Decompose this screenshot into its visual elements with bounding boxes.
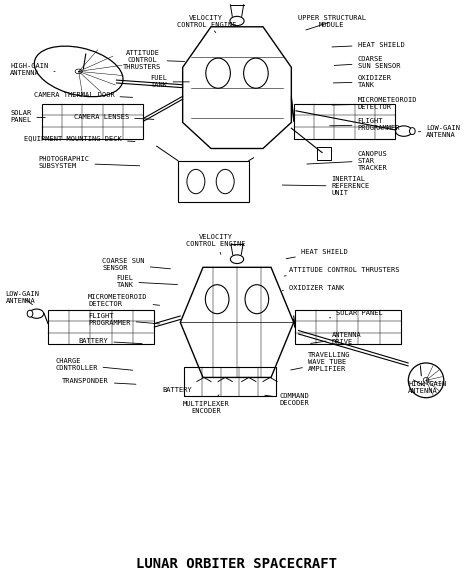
Text: OXIDIZER
TANK: OXIDIZER TANK: [333, 76, 392, 88]
Text: VELOCITY
CONTROL ENGINE: VELOCITY CONTROL ENGINE: [186, 234, 246, 254]
Text: COARSE
SUN SENSOR: COARSE SUN SENSOR: [334, 56, 400, 69]
Text: MULTIPLEXER
ENCODER: MULTIPLEXER ENCODER: [183, 395, 230, 414]
Text: ATTITUDE
CONTROL
THRUSTERS: ATTITUDE CONTROL THRUSTERS: [123, 50, 184, 70]
Text: SOLAR
PANEL: SOLAR PANEL: [10, 110, 45, 123]
Text: LUNAR ORBITER SPACECRAFT: LUNAR ORBITER SPACECRAFT: [137, 557, 337, 571]
Text: CANOPUS
STAR
TRACKER: CANOPUS STAR TRACKER: [307, 150, 387, 171]
Text: VELOCITY
CONTROL ENGINE: VELOCITY CONTROL ENGINE: [176, 15, 236, 33]
Text: LOW-GAIN
ANTENNA: LOW-GAIN ANTENNA: [419, 125, 460, 138]
Text: SOLAR PANEL: SOLAR PANEL: [329, 310, 383, 318]
Text: TRAVELLING
WAVE TUBE
AMPLIFIER: TRAVELLING WAVE TUBE AMPLIFIER: [291, 352, 350, 372]
Text: FLIGHT
PROGRAMMER: FLIGHT PROGRAMMER: [329, 118, 400, 131]
Text: BATTERY: BATTERY: [162, 387, 192, 396]
Text: ATTITUDE CONTROL THRUSTERS: ATTITUDE CONTROL THRUSTERS: [284, 267, 400, 276]
Text: CAMERA THERMAL DOOR: CAMERA THERMAL DOOR: [34, 92, 133, 98]
Text: ANTENNA
DRIVE: ANTENNA DRIVE: [310, 332, 361, 345]
Text: HEAT SHIELD: HEAT SHIELD: [286, 249, 347, 259]
Text: FLIGHT
PROGRAMMER: FLIGHT PROGRAMMER: [88, 313, 160, 326]
Text: BATTERY: BATTERY: [79, 338, 142, 344]
Text: INERTIAL
REFERENCE
UNIT: INERTIAL REFERENCE UNIT: [283, 176, 370, 196]
Ellipse shape: [27, 310, 33, 317]
Ellipse shape: [75, 69, 82, 74]
Text: HIGH-GAIN
ANTENNA: HIGH-GAIN ANTENNA: [10, 63, 55, 76]
Text: LOW-GAIN
ANTENNA: LOW-GAIN ANTENNA: [5, 291, 39, 304]
Text: HIGH-GAIN
ANTENNA: HIGH-GAIN ANTENNA: [408, 380, 447, 394]
Text: EQUIPMENT MOUNTING DECK: EQUIPMENT MOUNTING DECK: [24, 135, 135, 142]
Text: CHARGE
CONTROLLER: CHARGE CONTROLLER: [55, 358, 133, 371]
Text: OXIDIZER TANK: OXIDIZER TANK: [283, 285, 344, 291]
Ellipse shape: [423, 378, 429, 383]
Text: COARSE SUN
SENSOR: COARSE SUN SENSOR: [102, 258, 171, 271]
Text: TRANSPONDER: TRANSPONDER: [62, 378, 136, 385]
Text: CAMERA LENSES: CAMERA LENSES: [74, 114, 154, 120]
Text: COMMAND
DECODER: COMMAND DECODER: [265, 393, 309, 406]
Ellipse shape: [410, 128, 415, 135]
Text: PHOTOGRAPHIC
SUBSYSTEM: PHOTOGRAPHIC SUBSYSTEM: [38, 156, 140, 170]
Text: UPPER STRUCTURAL
MODULE: UPPER STRUCTURAL MODULE: [298, 15, 365, 30]
Text: FUEL
TANK: FUEL TANK: [117, 275, 178, 288]
Text: MICROMETEOROID
DETECTOR: MICROMETEOROID DETECTOR: [332, 98, 417, 110]
Text: HEAT SHIELD: HEAT SHIELD: [332, 42, 404, 48]
Text: FUEL
TANK: FUEL TANK: [151, 76, 189, 88]
Text: MICROMETEOROID
DETECTOR: MICROMETEOROID DETECTOR: [88, 295, 160, 307]
